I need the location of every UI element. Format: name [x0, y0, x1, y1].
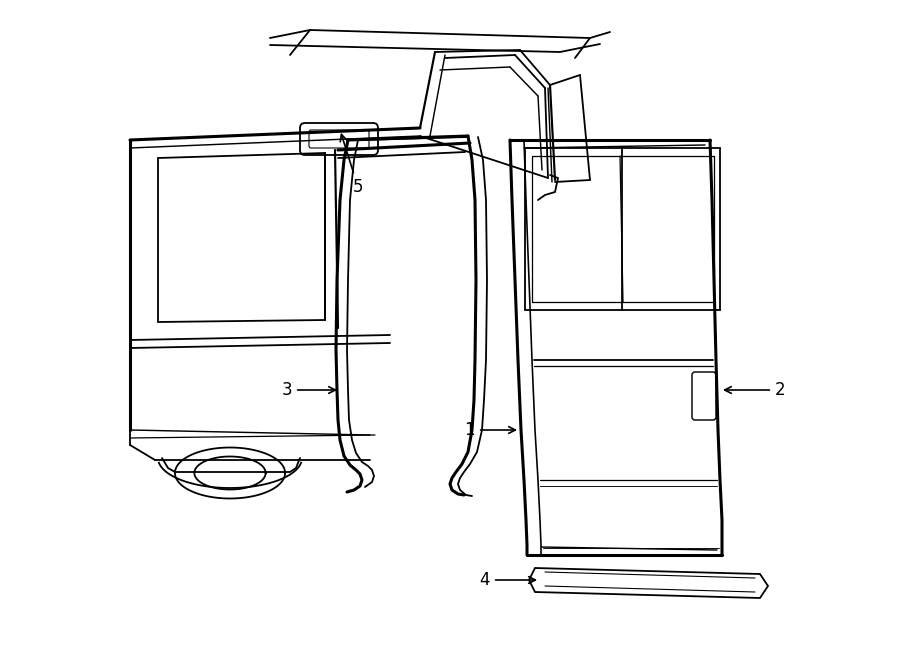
Text: 1: 1 — [464, 421, 516, 439]
Text: 5: 5 — [340, 134, 364, 196]
Text: 2: 2 — [724, 381, 786, 399]
Text: 4: 4 — [480, 571, 536, 589]
Text: 3: 3 — [282, 381, 336, 399]
